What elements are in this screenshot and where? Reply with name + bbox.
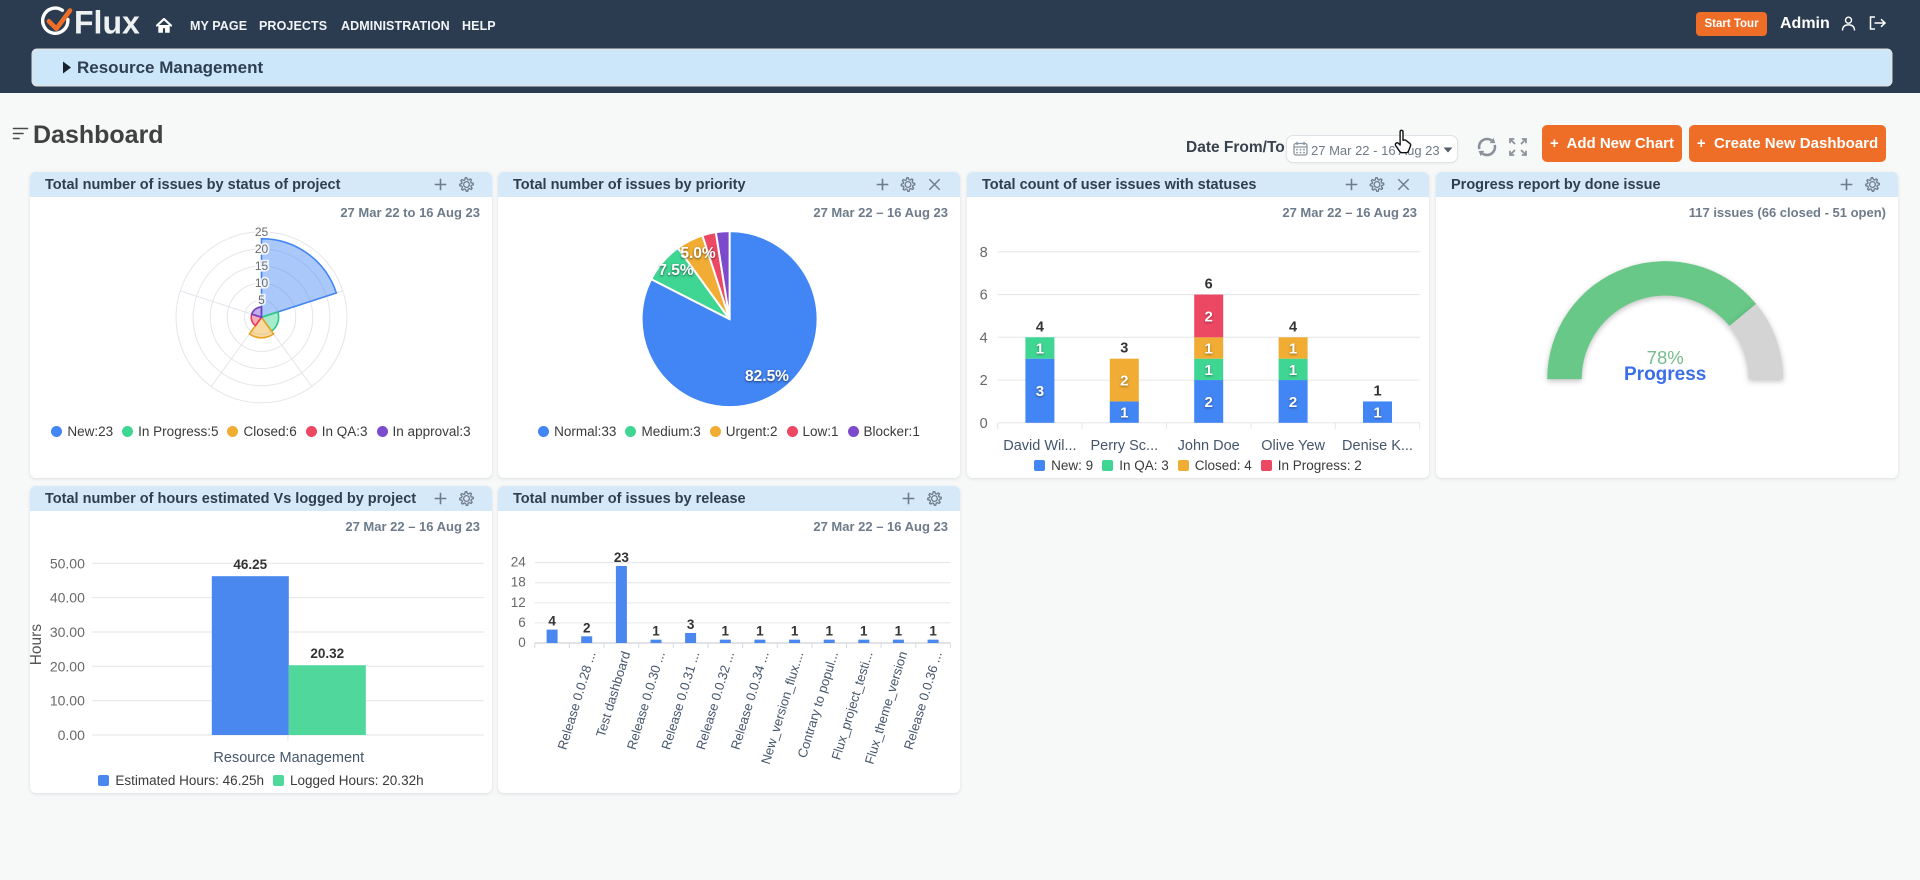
svg-text:2: 2 — [980, 373, 988, 389]
svg-text:Release 0.0.36 ...: Release 0.0.36 ... — [901, 649, 945, 751]
svg-text:1: 1 — [825, 624, 833, 639]
svg-text:6: 6 — [1205, 277, 1213, 293]
svg-text:1: 1 — [895, 624, 903, 639]
svg-text:4: 4 — [1289, 319, 1297, 335]
svg-text:1: 1 — [1373, 383, 1381, 399]
svg-text:Progress: Progress — [1624, 364, 1706, 385]
svg-text:23: 23 — [614, 550, 630, 565]
svg-text:2: 2 — [1120, 373, 1128, 390]
svg-text:7.5%: 7.5% — [658, 262, 694, 279]
svg-text:Test dashboard: Test dashboard — [593, 649, 633, 738]
svg-text:20.00: 20.00 — [50, 658, 85, 674]
svg-text:82.5%: 82.5% — [745, 368, 789, 385]
svg-text:25: 25 — [255, 225, 269, 239]
svg-text:1: 1 — [652, 624, 660, 639]
svg-text:10.00: 10.00 — [50, 693, 85, 709]
svg-text:40.00: 40.00 — [50, 590, 85, 606]
svg-text:Resource Management: Resource Management — [213, 750, 364, 766]
svg-text:David Wil...: David Wil... — [1003, 438, 1076, 454]
svg-text:4: 4 — [548, 614, 556, 629]
svg-text:3: 3 — [687, 617, 695, 632]
svg-text:2: 2 — [583, 620, 591, 635]
svg-text:1: 1 — [1036, 341, 1044, 358]
svg-text:4: 4 — [1036, 319, 1044, 335]
svg-text:1: 1 — [1205, 341, 1213, 358]
svg-text:2: 2 — [1289, 394, 1297, 411]
svg-text:46.25: 46.25 — [233, 557, 267, 572]
svg-text:0: 0 — [518, 635, 526, 650]
svg-text:Perry Sc...: Perry Sc... — [1090, 438, 1158, 454]
svg-text:Olive Yew: Olive Yew — [1261, 438, 1325, 454]
svg-text:0: 0 — [980, 416, 988, 432]
svg-text:1: 1 — [1120, 405, 1128, 422]
svg-text:1: 1 — [756, 624, 764, 639]
svg-text:1: 1 — [791, 624, 799, 639]
svg-text:24: 24 — [511, 555, 527, 570]
svg-text:8: 8 — [980, 245, 988, 261]
svg-text:6: 6 — [980, 288, 988, 304]
svg-text:1: 1 — [1289, 362, 1297, 379]
svg-text:1: 1 — [860, 624, 868, 639]
svg-text:15: 15 — [255, 259, 269, 273]
svg-text:1: 1 — [722, 624, 730, 639]
svg-text:John Doe: John Doe — [1178, 438, 1240, 454]
svg-text:Flux: Flux — [74, 6, 140, 40]
svg-text:18: 18 — [511, 575, 526, 590]
svg-text:30.00: 30.00 — [50, 624, 85, 640]
svg-text:50.00: 50.00 — [50, 555, 85, 571]
svg-text:78%: 78% — [1647, 347, 1684, 368]
svg-text:Hours: Hours — [30, 624, 45, 666]
svg-text:3: 3 — [1120, 341, 1128, 357]
svg-text:Denise K...: Denise K... — [1342, 438, 1413, 454]
svg-text:4: 4 — [980, 330, 988, 346]
svg-text:10: 10 — [255, 276, 269, 290]
svg-text:2: 2 — [1205, 308, 1213, 325]
svg-text:12: 12 — [511, 595, 526, 610]
svg-text:6: 6 — [518, 615, 526, 630]
svg-text:2: 2 — [1205, 394, 1213, 411]
svg-text:1: 1 — [1373, 405, 1381, 422]
svg-text:5: 5 — [258, 293, 265, 307]
svg-text:0.00: 0.00 — [58, 727, 85, 743]
svg-text:3: 3 — [1036, 383, 1044, 400]
svg-text:Release 0.0.28 ...: Release 0.0.28 ... — [555, 649, 599, 751]
svg-text:20.32: 20.32 — [310, 646, 344, 661]
svg-text:5.0%: 5.0% — [680, 245, 716, 262]
svg-text:1: 1 — [929, 624, 937, 639]
svg-text:1: 1 — [1205, 362, 1213, 379]
svg-text:20: 20 — [255, 242, 269, 256]
svg-text:1: 1 — [1289, 341, 1297, 358]
